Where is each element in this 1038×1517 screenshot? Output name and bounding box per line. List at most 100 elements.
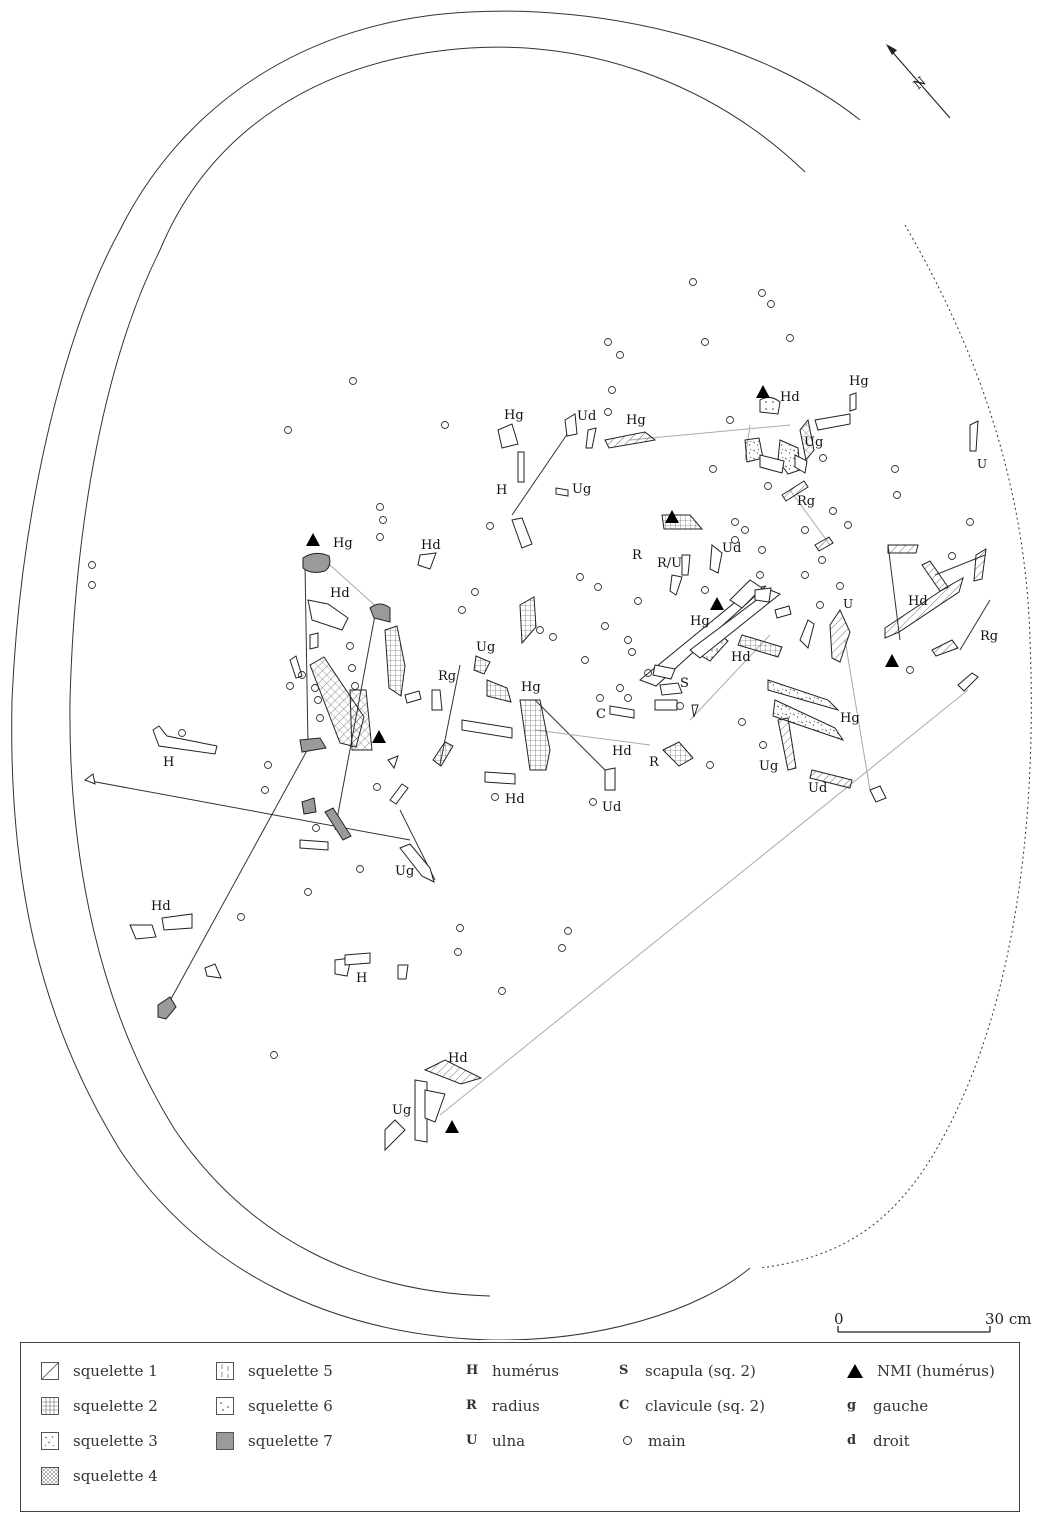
bone-fragments [83,392,987,1152]
scale-min-label: 0 [834,1310,844,1328]
bone-fragment [384,625,406,697]
bone-label: U [977,457,987,471]
bone-fragment [767,679,840,712]
bone-label: S [680,676,689,691]
legend-item: d droit [847,1423,995,1458]
bone-fragment [299,839,329,851]
bone-label: Hd [448,1051,468,1066]
bone-fragment [387,755,399,770]
bone-fragment [484,771,516,785]
bone-fragment [849,392,857,412]
bone-label: Hd [421,538,441,553]
legend-abbr: C [619,1398,630,1413]
bone-label: Hg [849,374,869,389]
bone-fragment [887,544,919,554]
bone-fragment [414,1079,428,1143]
scale-bar: 0 30 cm [834,1310,1031,1333]
legend-label: squelette 2 [73,1396,158,1415]
pit-outline [11,10,1032,1340]
bone-fragment [307,599,349,631]
legend-label: squelette 5 [248,1361,333,1380]
bone-fragment [829,608,851,663]
bone-fragment [397,964,409,980]
bone-fragment [519,699,551,771]
bone-label: Rg [797,494,815,509]
bone-label: Hg [521,680,541,695]
bone-fragment [564,413,578,437]
bone-fragment [652,664,676,680]
bone-labels: Hg Hd Hd H Hd H Ug Rg Ug Hg Hd Ud Hg Ud … [151,374,998,1118]
bone-fragment [799,619,815,649]
scale-max-label: 30 cm [985,1310,1031,1328]
bone-fragment [973,548,987,582]
bone-fragment [299,737,327,753]
legend-label: main [648,1431,686,1450]
bone-label: Hd [505,792,525,807]
bone-label: Ug [759,759,778,774]
bone-fragment [399,843,435,883]
bone-fragment [781,480,809,502]
bone-fragment [302,552,331,573]
legend-abbr: d [847,1433,857,1448]
bone-label: Ud [808,781,827,796]
legend-abbr: S [619,1363,629,1378]
swatch-grid [41,1396,59,1415]
bone-label: R [649,755,660,770]
triangle-icon [847,1363,863,1378]
triangle-icon [306,533,320,546]
legend-bones-col: H humérus R radius U ulna [466,1353,559,1458]
bone-fragment [204,963,222,979]
bone-fragment [604,767,616,791]
legend-label: ulna [492,1431,526,1450]
legend-label: squelette 4 [73,1466,158,1485]
legend-abbr: R [466,1398,477,1413]
legend-label: gauche [873,1396,929,1415]
legend-item: g gauche [847,1388,995,1423]
legend-abbr: H [466,1363,479,1378]
bone-fragment [754,587,772,603]
bone-label: Hg [504,408,524,423]
bone-fragment [689,589,781,659]
bone-fragment [473,655,491,675]
bone-fragment [511,517,533,549]
triangle-icon [885,654,899,667]
bone-fragment [417,552,437,570]
bone-fragment [691,704,699,718]
bone-fragment [921,560,949,592]
legend-label: radius [492,1396,540,1415]
bone-label: Ud [722,541,741,556]
bone-label: R/U [657,556,682,571]
bone-fragment [774,605,792,619]
legend-item: squelette 3 [41,1423,158,1458]
legend-abbr: U [466,1433,478,1448]
bone-fragment [759,454,785,474]
legend-item: main [619,1423,765,1458]
legend-item: NMI (humérus) [847,1353,995,1388]
bone-label: Hd [612,744,632,759]
bone-label: Rg [438,669,456,684]
bone-fragment [681,554,691,576]
bone-fragment [737,634,783,658]
swatch-hatch-vertical-dashed [216,1361,234,1380]
nmi-markers [306,385,899,1133]
bone-fragment [777,717,797,771]
swatch-solid-grey [216,1431,234,1450]
legend: squelette 1 squelette 2 squelette 3 sque… [20,1342,1020,1512]
swatch-hatch-diagonal [41,1361,59,1380]
bone-fragment [497,423,519,449]
bone-fragment [794,454,808,474]
bone-label: H [356,971,367,986]
bone-fragment [662,741,694,767]
legend-item: squelette 7 [216,1423,333,1458]
legend-item: U ulna [466,1423,559,1458]
bone-label: Ug [804,435,823,450]
bone-label: U [843,597,853,611]
legend-notation-col: NMI (humérus) g gauche d droit [847,1353,995,1458]
bone-label: Hd [151,899,171,914]
bone-label: Hd [731,650,751,665]
bone-label: Hg [690,614,710,629]
legend-skeletons-col-1: squelette 1 squelette 2 squelette 3 sque… [41,1353,158,1493]
bone-label: Ud [577,409,596,424]
bone-fragment [369,603,391,623]
legend-label: squelette 7 [248,1431,333,1450]
